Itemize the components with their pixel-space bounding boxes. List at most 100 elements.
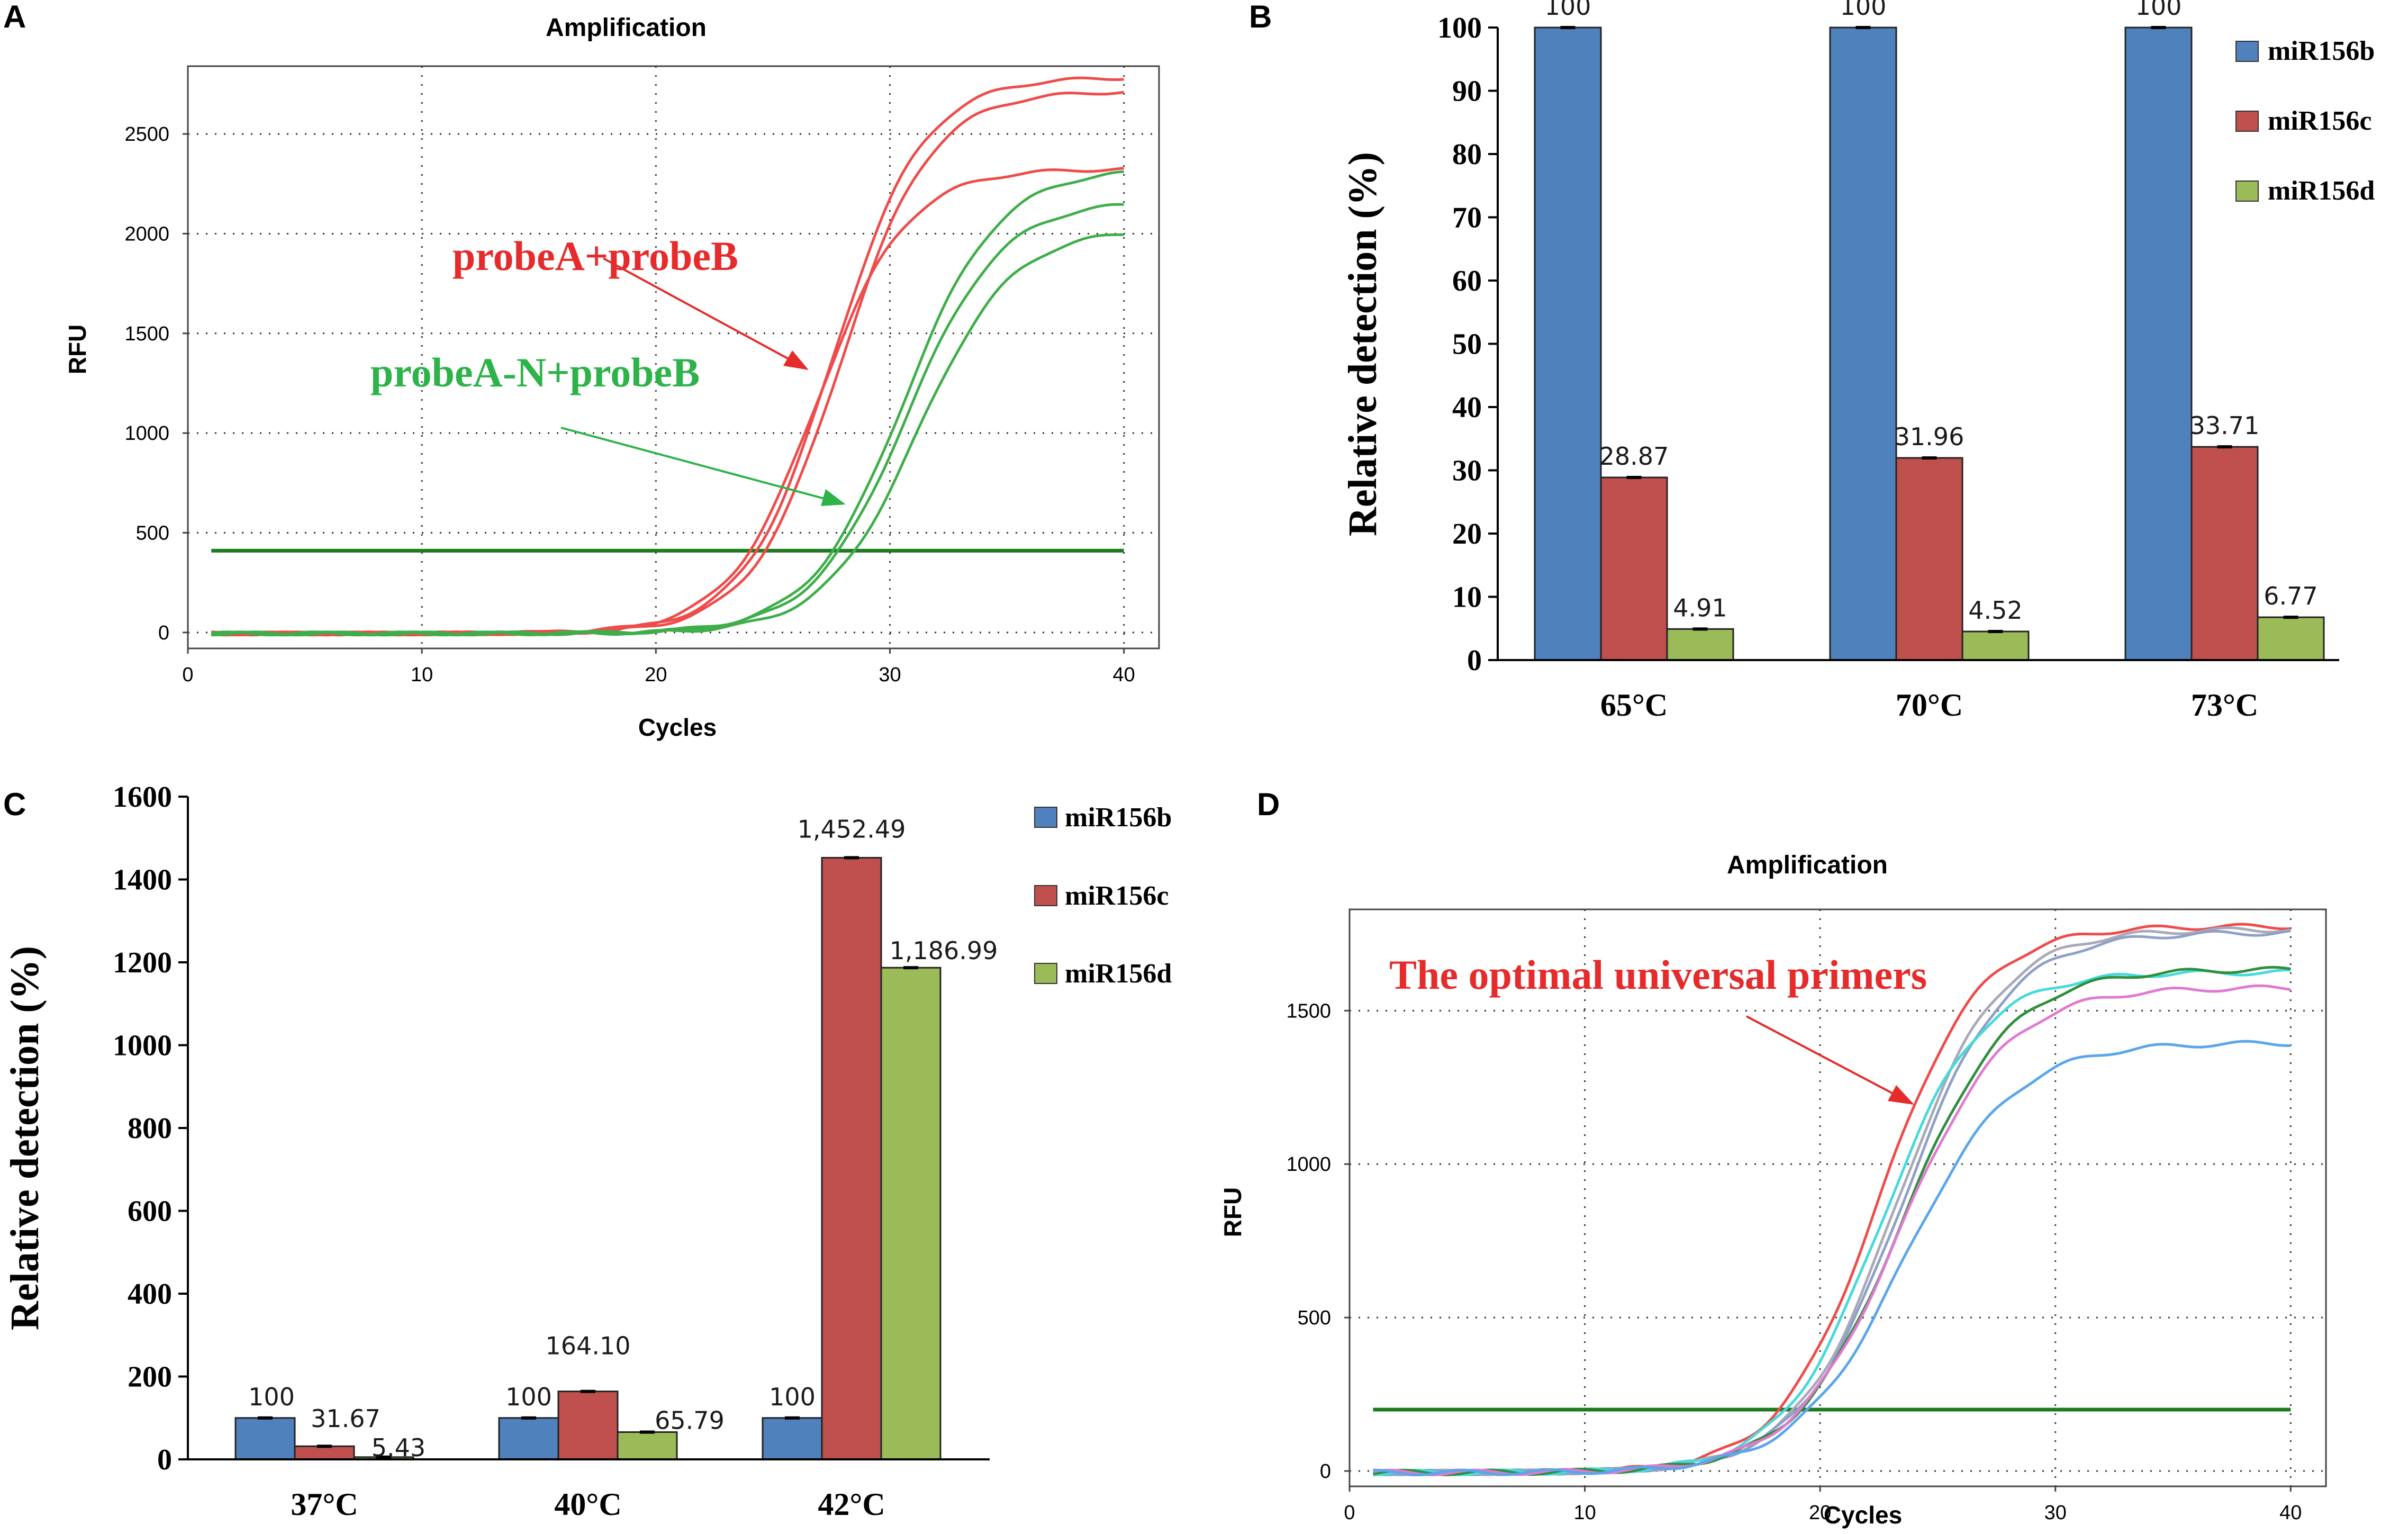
chart-b-y-tick-40: 40	[1452, 391, 1482, 424]
chart-c-legend-label-mir156b: miR156b	[1065, 802, 1172, 833]
chart-c-legend-label-mir156c: miR156c	[1065, 881, 1169, 911]
panel-b-bar-chart: 0 10 20 30 40 50 60 70 80 90 100 100 28.87 4.91 100 31…	[1341, 0, 2375, 723]
chart-d-curve-light-blue	[1373, 1040, 2291, 1476]
chart-a-curves	[211, 76, 1125, 637]
chart-b-category-65-c: 65°C	[1600, 688, 1668, 723]
chart-c-data-label-mir156b-40-c: 100	[505, 1383, 552, 1411]
chart-d-y-axis-label: RFU	[1219, 1187, 1246, 1238]
chart-b-bars	[1534, 26, 2325, 661]
chart-b-data-label-mir156b-73-c: 100	[2135, 0, 2182, 21]
chart-b-bar-mir156c-73-c	[2190, 446, 2259, 661]
chart-c-legend-swatch-mir156b	[1034, 807, 1057, 828]
chart-a-y-tick-labels: 0 500 1000 1500 2000 2500	[124, 123, 188, 644]
chart-b-data-label-mir156c-70-c: 31.96	[1895, 422, 1965, 451]
chart-d-x-tick-0: 0	[1344, 1502, 1355, 1524]
chart-d-x-tick-40: 40	[2279, 1502, 2302, 1524]
chart-d-x-tick-20: 20	[1809, 1502, 1831, 1524]
chart-c-y-axis-label: Relative detection (%)	[3, 946, 47, 1330]
panel-letter-a: A	[3, 0, 26, 34]
panel-letter-b: B	[1249, 0, 1272, 34]
chart-c-data-label-mir156b-42-c: 100	[769, 1383, 816, 1411]
chart-b-y-tick-30: 30	[1452, 455, 1482, 488]
chart-b-y-tick-100: 100	[1437, 12, 1482, 44]
chart-a-curve-probea-n-probeb-3	[211, 233, 1124, 637]
chart-c-y-tick-0: 0	[157, 1443, 172, 1476]
chart-d-x-axis-label: Cycles	[1824, 1501, 1902, 1529]
chart-b-bar-mir156d-73-c	[2257, 616, 2325, 661]
chart-b-data-label-mir156d-65-c: 4.91	[1673, 593, 1727, 622]
chart-a-y-tick-1500: 1500	[124, 323, 169, 345]
chart-a-x-tick-30: 30	[879, 664, 901, 686]
chart-c-y-tick-200: 200	[128, 1361, 172, 1394]
chart-d-plot-frame	[1348, 908, 2327, 1487]
chart-c-y-tick-1200: 1200	[113, 946, 172, 979]
chart-b-category-73-c: 73°C	[2191, 688, 2258, 723]
chart-b-legend-swatch-mir156b	[2235, 41, 2259, 62]
chart-a-x-tick-0: 0	[182, 664, 193, 686]
chart-a-plot-frame	[187, 65, 1160, 649]
chart-b-y-tick-0: 0	[1467, 644, 1482, 677]
chart-c-data-labels: 100 31.675.43 100 164.10 65.79 100 1,452.49 1,1…	[248, 815, 998, 1461]
chart-d-y-tick-labels: 0 500 1000 1500	[1286, 1000, 1350, 1483]
chart-a-x-tick-20: 20	[645, 664, 667, 686]
chart-a-arrow-green	[560, 427, 837, 503]
chart-c-bar-mir156c-42-c	[821, 856, 882, 1460]
chart-b-y-ticks: 0 10 20 30 40 50 60 70 80 90 100	[1437, 12, 1498, 677]
chart-b-y-tick-70: 70	[1452, 202, 1482, 234]
chart-b-category-labels: 65°C 70°C 73°C	[1600, 688, 2258, 723]
chart-d-x-tick-10: 10	[1573, 1502, 1596, 1524]
chart-b-category-70-c: 70°C	[1896, 688, 1963, 723]
chart-b-y-tick-80: 80	[1452, 138, 1482, 171]
chart-c-data-label-mir156c-40-c: 164.10	[546, 1332, 631, 1360]
chart-c-y-tick-1000: 1000	[113, 1030, 172, 1062]
chart-c-bar-mir156d-40-c	[617, 1431, 678, 1460]
chart-a-x-tick-40: 40	[1113, 664, 1135, 686]
chart-b-legend-label-mir156c: miR156c	[2268, 106, 2371, 136]
chart-b-bar-mir156d-70-c	[1961, 630, 2030, 661]
chart-a-annotation-probea-n-probeb: probeA-N+probeB	[370, 349, 700, 395]
chart-b-data-label-mir156b-65-c: 100	[1545, 0, 1591, 21]
chart-b-data-label-mir156d-73-c: 6.77	[2264, 582, 2318, 610]
chart-c-category-labels: 37°C 40°C 42°C	[291, 1487, 885, 1522]
panel-letter-d: D	[1257, 787, 1280, 822]
chart-c-y-tick-600: 600	[128, 1195, 172, 1228]
chart-c-data-label-mir156d-40-c: 65.79	[655, 1406, 725, 1435]
chart-b-legend-swatch-mir156c	[2235, 111, 2259, 132]
chart-b-legend-swatch-mir156d	[2235, 181, 2259, 202]
chart-b-data-labels: 100 28.87 4.91 100 31.96 4.52 100 33.71 6.77	[1545, 0, 2318, 625]
chart-a-y-tick-0: 0	[158, 622, 169, 644]
chart-a-x-axis-label: Cycles	[638, 714, 717, 741]
chart-b-y-tick-20: 20	[1452, 518, 1482, 551]
chart-c-y-tick-400: 400	[128, 1278, 172, 1311]
chart-d-x-tick-labels: 0 10 20 30 40	[1344, 1486, 2302, 1524]
chart-a-x-tick-labels: 0 10 20 30 40	[182, 648, 1135, 686]
chart-c-y-tick-1600: 1600	[113, 781, 172, 814]
chart-c-bar-mir156b-42-c	[762, 1417, 823, 1460]
chart-a-y-tick-1000: 1000	[124, 422, 169, 445]
chart-b-bar-mir156c-70-c	[1895, 457, 1963, 661]
chart-d-arrow	[1746, 1015, 1905, 1100]
chart-c-y-tick-800: 800	[128, 1112, 172, 1145]
chart-b-bar-mir156b-70-c	[1829, 26, 1897, 661]
chart-d-y-tick-1500: 1500	[1286, 1000, 1331, 1022]
chart-c-data-label-mir156d-37-c: 5.43	[372, 1433, 426, 1462]
chart-b-y-tick-90: 90	[1452, 75, 1482, 108]
chart-b-y-tick-10: 10	[1452, 581, 1482, 614]
chart-b-data-label-mir156d-70-c: 4.52	[1968, 596, 2022, 625]
chart-c-legend-swatch-mir156c	[1034, 885, 1057, 906]
chart-c-category-37-c: 37°C	[291, 1487, 358, 1522]
chart-c-data-label-mir156b-37-c: 100	[248, 1383, 295, 1411]
panel-letter-c: C	[3, 787, 26, 822]
chart-b-bar-mir156b-65-c	[1534, 26, 1602, 661]
chart-b-y-axis-label: Relative detection (%)	[1341, 152, 1385, 536]
chart-c-category-42-c: 42°C	[818, 1487, 885, 1522]
chart-d-arrow-head	[1888, 1085, 1914, 1105]
chart-c-data-label-mir156c-37-c: 31.67	[311, 1404, 381, 1433]
chart-b-data-label-mir156c-73-c: 33.71	[2190, 411, 2260, 440]
chart-b-data-label-mir156b-70-c: 100	[1840, 0, 1887, 21]
chart-d-annotation-optimal-primers: The optimal universal primers	[1389, 952, 1927, 998]
chart-c-bar-mir156b-40-c	[498, 1417, 559, 1460]
chart-b-bar-mir156b-73-c	[2124, 26, 2193, 661]
chart-a-y-axis-label: RFU	[64, 324, 91, 375]
